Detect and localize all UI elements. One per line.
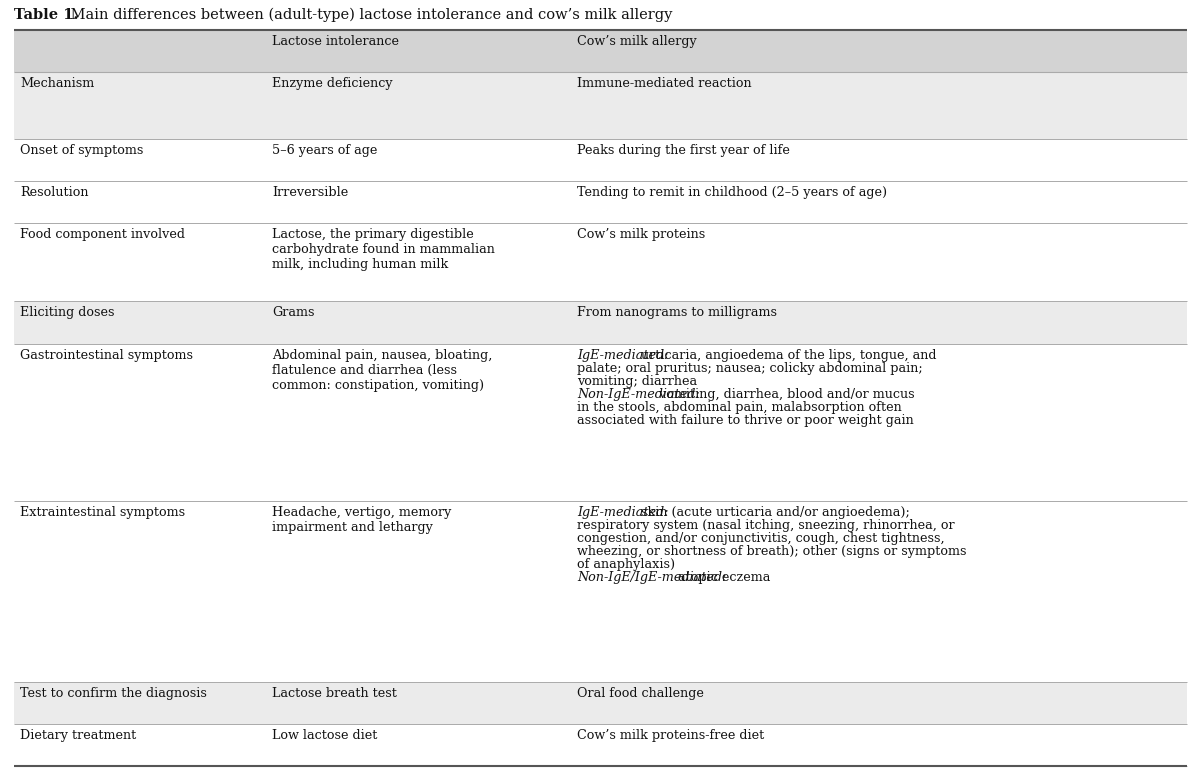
Text: Table 1.: Table 1. (14, 8, 78, 22)
Text: Oral food challenge: Oral food challenge (578, 687, 704, 700)
Bar (14, 72, 1187, 139)
Text: wheezing, or shortness of breath); other (signs or symptoms: wheezing, or shortness of breath); other… (578, 545, 967, 557)
Text: IgE-mediated:: IgE-mediated: (578, 505, 669, 519)
Text: in the stools, abdominal pain, malabsorption often: in the stools, abdominal pain, malabsorp… (578, 401, 902, 414)
Text: atopic eczema: atopic eczema (674, 570, 770, 584)
Bar (14, 724, 1187, 766)
Text: of anaphylaxis): of anaphylaxis) (578, 557, 675, 570)
Text: IgE-mediated:: IgE-mediated: (578, 349, 669, 361)
Text: skin (acute urticaria and/or angioedema);: skin (acute urticaria and/or angioedema)… (637, 505, 909, 519)
Text: Cow’s milk proteins-free diet: Cow’s milk proteins-free diet (578, 729, 764, 741)
Bar (14, 181, 1187, 223)
Bar (14, 302, 1187, 344)
Bar (14, 682, 1187, 724)
Text: vomiting; diarrhea: vomiting; diarrhea (578, 375, 698, 388)
Text: Lactose breath test: Lactose breath test (273, 687, 398, 700)
Text: Main differences between (adult-type) lactose intolerance and cow’s milk allergy: Main differences between (adult-type) la… (66, 8, 673, 22)
Text: 5–6 years of age: 5–6 years of age (273, 144, 377, 156)
Text: Extraintestinal symptoms: Extraintestinal symptoms (20, 505, 185, 519)
Text: Cow’s milk allergy: Cow’s milk allergy (578, 35, 697, 48)
Bar (14, 30, 1187, 72)
Bar (14, 344, 1187, 501)
Text: Tending to remit in childhood (2–5 years of age): Tending to remit in childhood (2–5 years… (578, 186, 888, 199)
Text: congestion, and/or conjunctivitis, cough, chest tightness,: congestion, and/or conjunctivitis, cough… (578, 532, 945, 545)
Text: From nanograms to milligrams: From nanograms to milligrams (578, 307, 777, 320)
Text: Non-IgE-mediated:: Non-IgE-mediated: (578, 388, 700, 401)
Text: Cow’s milk proteins: Cow’s milk proteins (578, 228, 705, 241)
Bar (14, 501, 1187, 682)
Text: Abdominal pain, nausea, bloating,
flatulence and diarrhea (less
common: constipa: Abdominal pain, nausea, bloating, flatul… (273, 349, 492, 392)
Text: Test to confirm the diagnosis: Test to confirm the diagnosis (20, 687, 207, 700)
Text: Lactose, the primary digestible
carbohydrate found in mammalian
milk, including : Lactose, the primary digestible carbohyd… (273, 228, 495, 271)
Text: urticaria, angioedema of the lips, tongue, and: urticaria, angioedema of the lips, tongu… (637, 349, 937, 361)
Text: associated with failure to thrive or poor weight gain: associated with failure to thrive or poo… (578, 414, 914, 426)
Text: Peaks during the first year of life: Peaks during the first year of life (578, 144, 790, 156)
Text: Low lactose diet: Low lactose diet (273, 729, 377, 741)
Text: Grams: Grams (273, 307, 315, 320)
Bar (14, 139, 1187, 181)
Text: Gastrointestinal symptoms: Gastrointestinal symptoms (20, 349, 193, 361)
Text: vomiting, diarrhea, blood and/or mucus: vomiting, diarrhea, blood and/or mucus (656, 388, 915, 401)
Bar (14, 223, 1187, 302)
Text: palate; oral pruritus; nausea; colicky abdominal pain;: palate; oral pruritus; nausea; colicky a… (578, 361, 922, 375)
Text: respiratory system (nasal itching, sneezing, rhinorrhea, or: respiratory system (nasal itching, sneez… (578, 519, 955, 532)
Text: Mechanism: Mechanism (20, 77, 94, 91)
Text: Onset of symptoms: Onset of symptoms (20, 144, 143, 156)
Text: Non-IgE/IgE-mediated:: Non-IgE/IgE-mediated: (578, 570, 727, 584)
Text: Eliciting doses: Eliciting doses (20, 307, 114, 320)
Text: Resolution: Resolution (20, 186, 89, 199)
Text: Irreversible: Irreversible (273, 186, 348, 199)
Text: Lactose intolerance: Lactose intolerance (273, 35, 399, 48)
Text: Enzyme deficiency: Enzyme deficiency (273, 77, 393, 91)
Text: Immune-mediated reaction: Immune-mediated reaction (578, 77, 752, 91)
Text: Dietary treatment: Dietary treatment (20, 729, 136, 741)
Text: Food component involved: Food component involved (20, 228, 185, 241)
Text: Headache, vertigo, memory
impairment and lethargy: Headache, vertigo, memory impairment and… (273, 505, 452, 533)
